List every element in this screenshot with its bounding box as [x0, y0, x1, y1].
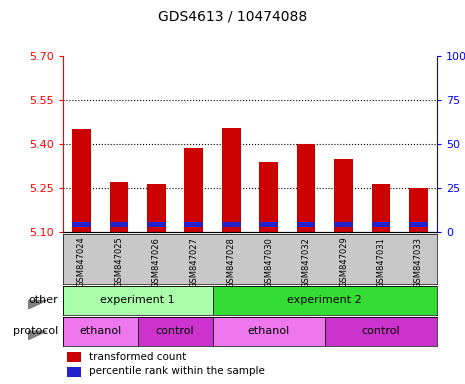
Text: control: control: [362, 326, 400, 336]
Text: protocol: protocol: [13, 326, 58, 336]
Bar: [213, 286, 437, 315]
Text: GSM847033: GSM847033: [414, 237, 423, 288]
Bar: [66, 353, 81, 362]
Text: GSM847027: GSM847027: [189, 237, 198, 288]
Bar: [110, 182, 128, 232]
Bar: [372, 184, 390, 232]
Bar: [297, 222, 315, 227]
Text: ethanol: ethanol: [247, 326, 290, 336]
Bar: [213, 317, 325, 346]
Bar: [66, 367, 81, 377]
Text: GSM847029: GSM847029: [339, 237, 348, 288]
Bar: [409, 222, 428, 227]
Bar: [147, 222, 166, 227]
Bar: [147, 184, 166, 232]
Bar: [334, 159, 353, 232]
Bar: [110, 222, 128, 227]
Text: GSM847024: GSM847024: [77, 237, 86, 288]
Text: control: control: [156, 326, 194, 336]
Text: GSM847030: GSM847030: [264, 237, 273, 288]
Bar: [334, 222, 353, 227]
Text: GSM847025: GSM847025: [114, 237, 123, 288]
Text: experiment 2: experiment 2: [287, 295, 362, 306]
Bar: [372, 222, 390, 227]
Text: other: other: [28, 295, 58, 306]
Bar: [63, 317, 138, 346]
Bar: [185, 222, 203, 227]
Bar: [259, 162, 278, 232]
Text: GSM847026: GSM847026: [152, 237, 161, 288]
Bar: [222, 222, 240, 227]
Text: experiment 1: experiment 1: [100, 295, 175, 306]
Bar: [222, 128, 240, 232]
Text: GDS4613 / 10474088: GDS4613 / 10474088: [158, 10, 307, 23]
Polygon shape: [28, 300, 46, 309]
Bar: [259, 222, 278, 227]
Bar: [185, 149, 203, 232]
Bar: [72, 129, 91, 232]
Text: GSM847028: GSM847028: [227, 237, 236, 288]
Text: transformed count: transformed count: [89, 352, 186, 362]
Text: GSM847032: GSM847032: [302, 237, 311, 288]
Text: percentile rank within the sample: percentile rank within the sample: [89, 366, 265, 376]
Polygon shape: [28, 331, 46, 340]
Bar: [138, 317, 213, 346]
Text: ethanol: ethanol: [79, 326, 121, 336]
Bar: [63, 286, 213, 315]
Text: GSM847031: GSM847031: [377, 237, 385, 288]
Bar: [325, 317, 437, 346]
Bar: [297, 144, 315, 232]
Bar: [72, 222, 91, 227]
Bar: [409, 188, 428, 232]
